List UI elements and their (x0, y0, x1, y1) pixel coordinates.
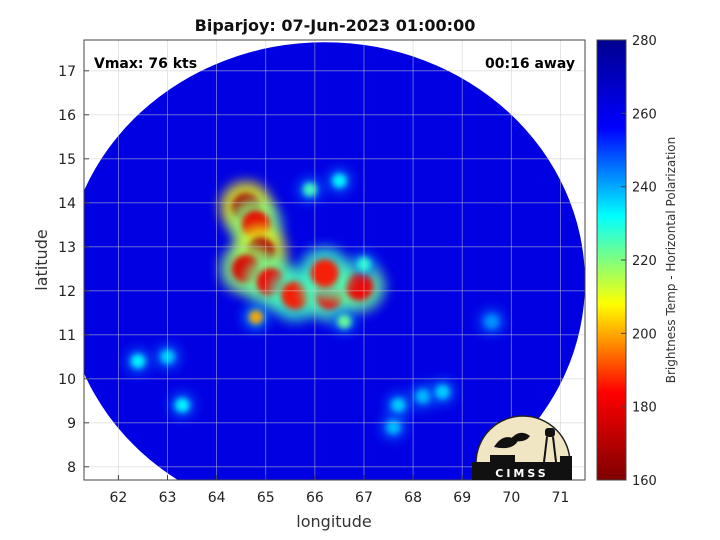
x-tick-label: 64 (208, 490, 226, 506)
swath-feature (337, 314, 352, 329)
y-tick-label: 12 (58, 284, 76, 300)
x-ticks: 62 63 64 65 66 67 68 69 70 71 (109, 475, 569, 506)
x-tick-label: 65 (257, 490, 275, 506)
y-tick-label: 8 (67, 460, 76, 476)
swath-feature (248, 310, 263, 325)
x-tick-label: 68 (404, 490, 422, 506)
logo-tower-icon (545, 428, 555, 437)
x-tick-label: 71 (552, 490, 570, 506)
y-ticks: 8 9 10 11 12 13 14 15 16 17 (58, 64, 89, 476)
colorbar-tick-label: 160 (632, 474, 657, 489)
swath-feature (435, 385, 450, 399)
swath-feature (332, 173, 347, 188)
swath-feature (281, 281, 310, 310)
swath-feature (386, 420, 401, 435)
y-tick-label: 15 (58, 152, 76, 168)
y-tick-label: 16 (58, 108, 76, 124)
swath-feature (484, 314, 499, 329)
y-tick-label: 17 (58, 64, 76, 80)
vmax-annotation: Vmax: 76 kts (94, 56, 197, 72)
swath-feature (345, 272, 374, 301)
colorbar-tick-label: 260 (632, 107, 657, 122)
swath-feature (415, 389, 430, 404)
colorbar-tick-label: 200 (632, 327, 657, 342)
brightness-temp-swath (84, 42, 585, 480)
colorbar: 160 180 200 220 240 260 280 Brightness Temp - … (596, 34, 678, 489)
swath-feature (302, 182, 317, 197)
colorbar-tick-label: 280 (632, 34, 657, 49)
colorbar-tick-label: 180 (632, 401, 657, 416)
x-tick-label: 66 (306, 490, 324, 506)
x-tick-label: 70 (502, 490, 520, 506)
y-axis-label: latitude (32, 229, 51, 290)
x-tick-label: 69 (453, 490, 471, 506)
swath-feature (310, 259, 339, 288)
y-tick-label: 13 (58, 240, 76, 256)
colorbar-tick-label: 240 (632, 181, 657, 196)
logo-building-icon (472, 455, 572, 480)
y-tick-label: 10 (58, 372, 76, 388)
x-axis-label: longitude (296, 512, 371, 531)
x-tick-label: 67 (355, 490, 373, 506)
swath-feature (391, 398, 406, 413)
plot-frame (83, 39, 586, 481)
time-away-annotation: 00:16 away (485, 56, 575, 72)
logo-text: CIMSS (495, 467, 548, 480)
y-tick-label: 14 (58, 196, 76, 212)
swath-feature (131, 354, 146, 369)
y-tick-label: 9 (67, 416, 76, 432)
y-tick-label: 11 (58, 328, 76, 344)
colorbar-ticks: 160 180 200 220 240 260 280 (621, 34, 657, 489)
cimss-logo: CIMSS (472, 415, 572, 480)
x-tick-label: 62 (109, 490, 127, 506)
colorbar-tick-label: 220 (632, 254, 657, 269)
plot-area: 62 63 64 65 66 67 68 69 70 71 8 9 10 11 12 13 14 15 16 17 (58, 39, 586, 506)
swath-feature (175, 398, 190, 413)
chart-title: Biparjoy: 07-Jun-2023 01:00:00 (195, 16, 476, 35)
x-tick-label: 63 (159, 490, 177, 506)
colorbar-label: Brightness Temp - Horizontal Polarizatio… (664, 137, 678, 384)
logo-dish-icon (510, 432, 530, 442)
